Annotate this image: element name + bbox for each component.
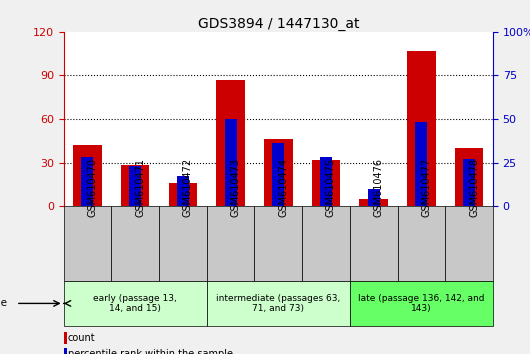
Text: percentile rank within the sample: percentile rank within the sample xyxy=(68,349,233,354)
Text: GSM610477: GSM610477 xyxy=(421,158,431,217)
Bar xyxy=(302,206,350,281)
Text: intermediate (passages 63,
71, and 73): intermediate (passages 63, 71, and 73) xyxy=(216,294,340,313)
Bar xyxy=(225,119,236,206)
Bar xyxy=(64,206,111,281)
Bar xyxy=(177,177,189,206)
Bar xyxy=(312,160,340,206)
Text: GSM610472: GSM610472 xyxy=(183,158,193,217)
Bar xyxy=(416,122,427,206)
Bar xyxy=(64,348,67,354)
Bar xyxy=(455,148,483,206)
Bar xyxy=(350,206,398,281)
Bar xyxy=(129,166,141,206)
Bar xyxy=(73,145,102,206)
Bar xyxy=(398,206,445,281)
Bar xyxy=(254,206,302,281)
Text: GSM610476: GSM610476 xyxy=(374,158,384,217)
Bar xyxy=(64,281,207,326)
Bar xyxy=(216,80,245,206)
Bar xyxy=(64,332,67,344)
Bar xyxy=(407,51,436,206)
Bar xyxy=(272,143,284,206)
Bar xyxy=(207,281,350,326)
Bar xyxy=(159,206,207,281)
Text: GSM610473: GSM610473 xyxy=(231,158,241,217)
Text: GSM610474: GSM610474 xyxy=(278,158,288,217)
Bar xyxy=(368,189,379,206)
Text: GSM610475: GSM610475 xyxy=(326,158,336,217)
Bar xyxy=(350,281,493,326)
Bar xyxy=(463,159,475,206)
Bar xyxy=(82,157,93,206)
Bar xyxy=(121,165,149,206)
Text: GSM610471: GSM610471 xyxy=(135,158,145,217)
Text: development stage: development stage xyxy=(0,298,7,308)
Text: count: count xyxy=(68,333,95,343)
Bar xyxy=(111,206,159,281)
Text: GSM610470: GSM610470 xyxy=(87,158,98,217)
Text: GSM610478: GSM610478 xyxy=(469,158,479,217)
Bar xyxy=(445,206,493,281)
Bar xyxy=(264,139,293,206)
Bar xyxy=(207,206,254,281)
Text: late (passage 136, 142, and
143): late (passage 136, 142, and 143) xyxy=(358,294,484,313)
Bar xyxy=(169,183,197,206)
Bar xyxy=(320,157,332,206)
Title: GDS3894 / 1447130_at: GDS3894 / 1447130_at xyxy=(198,17,359,31)
Bar xyxy=(359,199,388,206)
Text: early (passage 13,
14, and 15): early (passage 13, 14, and 15) xyxy=(93,294,177,313)
